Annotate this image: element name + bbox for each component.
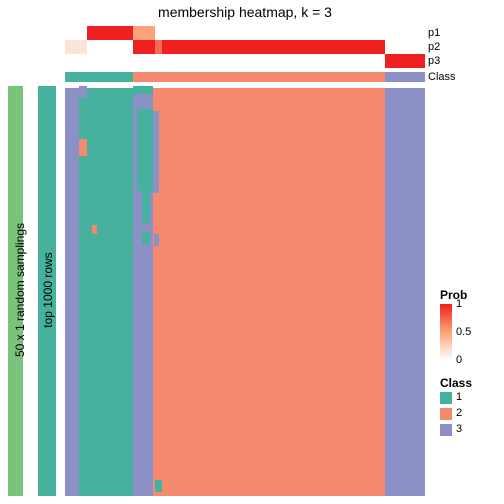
prob-row-p2-seg: [133, 40, 155, 54]
heatmap-cell: [92, 225, 97, 233]
prob-row-p2-seg: [65, 40, 87, 54]
heatmap-cell: [155, 480, 162, 492]
legend-class-swatch: [440, 424, 452, 436]
legend-prob-tick: 0: [456, 354, 462, 366]
class-annotation-bar-seg: [65, 72, 133, 82]
legend-prob-tick: 0.5: [456, 326, 471, 338]
legend-class-title: Class: [440, 376, 472, 390]
legend-prob-tick: 1: [456, 298, 462, 310]
heatmap-body: [65, 86, 425, 496]
left-bar-samplings-label: 50 x 1 random samplings: [13, 190, 27, 390]
prob-row-p1-seg: [65, 26, 87, 40]
legend-prob-gradient: [440, 304, 452, 360]
legend-class-swatch: [440, 408, 452, 420]
heatmap-cell: [153, 111, 158, 193]
heatmap-cell: [137, 109, 153, 191]
prob-row-p1-seg: [87, 26, 134, 40]
class-annotation-bar-seg: [133, 72, 385, 82]
chart-title: membership heatmap, k = 3: [65, 4, 425, 20]
heatmap-cell: [79, 139, 86, 155]
legend-prob-title: Prob: [440, 288, 467, 302]
prob-row-p2-seg: [162, 40, 385, 54]
heatmap-cell: [154, 234, 158, 246]
legend-class-label: 2: [456, 407, 462, 419]
prob-row-p2-seg: [385, 40, 425, 54]
heatmap-cell: [133, 86, 153, 94]
heatmap-column: [385, 86, 425, 496]
gap: [65, 86, 425, 88]
prob-row-p3: [65, 54, 425, 68]
prob-row-p2-seg: [155, 40, 162, 54]
prob-row-p3-seg: [65, 54, 385, 68]
heatmap-column: [79, 86, 133, 496]
row-label: Class: [428, 71, 456, 83]
row-label: p3: [428, 55, 440, 67]
prob-row-p1-seg: [133, 26, 155, 40]
prob-row-p1-seg: [155, 26, 425, 40]
heatmap-cell: [142, 191, 149, 224]
heatmap-cell: [142, 232, 149, 244]
legend-class-swatch: [440, 392, 452, 404]
prob-row-p2: [65, 40, 425, 54]
row-label: p2: [428, 41, 440, 53]
row-label: p1: [428, 27, 440, 39]
left-bar-rows-label: top 1000 rows: [41, 210, 55, 370]
heatmap-cell: [79, 86, 86, 98]
prob-row-p1: [65, 26, 425, 40]
class-annotation-bar-seg: [385, 72, 425, 82]
legend-class-label: 1: [456, 391, 462, 403]
prob-row-p2-seg: [87, 40, 134, 54]
heatmap-column: [65, 86, 79, 496]
prob-row-p3-seg: [385, 54, 425, 68]
class-annotation-bar: [65, 72, 425, 82]
heatmap-column: [153, 86, 385, 496]
legend-class-label: 3: [456, 423, 462, 435]
